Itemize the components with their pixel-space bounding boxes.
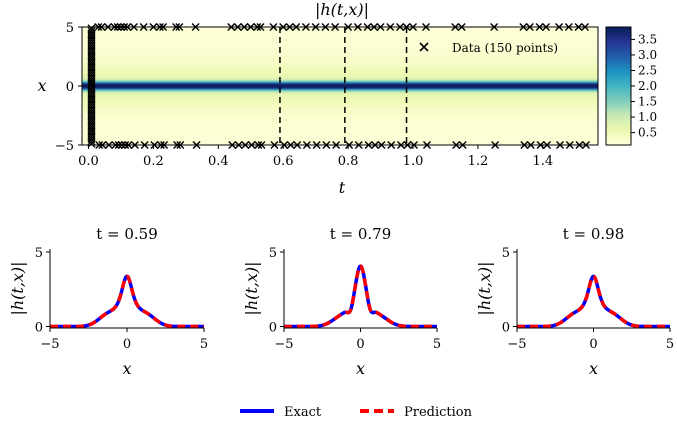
- x-tick-label: 5: [666, 337, 674, 352]
- y-tick-label: 0: [66, 80, 74, 95]
- y-tick-label: 5: [35, 246, 43, 261]
- slice-y-label: |h(t,x)|: [242, 261, 261, 315]
- heatmap-x-ticks: 0.0 0.2 0.4 0.6 0.8 1.0 1.2 1.4: [78, 145, 553, 169]
- colorbar-tick-label: 1.0: [638, 110, 657, 124]
- heatmap-x-label: t: [339, 178, 346, 197]
- colorbar-tick-label: 1.5: [638, 95, 657, 109]
- slice-plot-title: t = 0.59: [96, 225, 158, 243]
- prediction-curve: [284, 264, 437, 329]
- colorbar-tick-label: 2.0: [638, 79, 657, 93]
- slice-plot-title: t = 0.98: [563, 225, 625, 243]
- exact-curve: [50, 274, 204, 329]
- data-point: [87, 24, 96, 33]
- x-tick-label: −5: [507, 337, 526, 352]
- y-tick-label: 5: [269, 246, 277, 261]
- exact-curve: [284, 264, 437, 329]
- y-tick-label: 0: [269, 321, 277, 336]
- x-tick-label: 1.0: [403, 154, 424, 169]
- slice-y-label: |h(t,x)|: [8, 261, 27, 315]
- prediction-curve: [517, 274, 670, 329]
- legend-prediction-label: Prediction: [404, 405, 473, 420]
- x-tick-label: 0: [356, 337, 364, 352]
- x-tick-label: 0.4: [208, 154, 229, 169]
- colorbar-gradient: [605, 26, 632, 146]
- y-tick-label: 5: [66, 21, 74, 36]
- x-tick-label: 0.6: [273, 154, 294, 169]
- slice-x-label: x: [356, 359, 365, 378]
- colorbar-tick-label: 3.0: [638, 48, 657, 62]
- heatmap-y-ticks: 5 0 −5: [55, 21, 82, 154]
- heatmap-panel: |h(t,x)| 0.0 0.2 0.4 0.6 0.8 1.0 1.2 1.4 5 0 −5 t…: [37, 0, 599, 197]
- x-tick-label: 1.2: [468, 154, 489, 169]
- colorbar-tick-label: 3.5: [638, 32, 657, 46]
- x-tick-label: 1.4: [532, 154, 553, 169]
- x-tick-label: −5: [274, 337, 293, 352]
- slice-x-label: x: [122, 359, 131, 378]
- slice-x-label: x: [589, 359, 598, 378]
- x-tick-label: −5: [40, 337, 59, 352]
- slice-y-label: |h(t,x)|: [475, 261, 494, 315]
- colorbar: 0.5 1.01.5 2.0 2.53.0 3.5: [605, 26, 657, 146]
- heatmap-y-label: x: [37, 76, 46, 95]
- y-tick-label: 0: [502, 321, 510, 336]
- slice-plot-title: t = 0.79: [330, 225, 392, 243]
- x-tick-label: 0.0: [78, 154, 99, 169]
- prediction-curve: [50, 274, 204, 329]
- x-tick-label: 0.2: [143, 154, 164, 169]
- data-legend-marker: [419, 42, 429, 52]
- bottom-legend: Exact Prediction: [240, 405, 473, 420]
- data-legend: Data (150 points): [419, 41, 558, 55]
- legend-exact-label: Exact: [284, 405, 322, 420]
- colorbar-tick-label: 2.5: [638, 63, 657, 77]
- heatmap-title: |h(t,x)|: [315, 0, 369, 19]
- colorbar-tick-label: 0.5: [638, 126, 657, 140]
- x-tick-label: 5: [200, 337, 208, 352]
- y-tick-label: −5: [55, 139, 74, 154]
- data-legend-label: Data (150 points): [452, 41, 558, 55]
- x-tick-label: 0: [589, 337, 597, 352]
- data-point: [87, 26, 96, 35]
- y-tick-label: 5: [502, 246, 510, 261]
- x-tick-label: 0: [123, 337, 131, 352]
- heatmap-area: [82, 27, 598, 145]
- y-tick-label: 0: [35, 321, 43, 336]
- colorbar-ticks: 0.5 1.01.5 2.0 2.53.0 3.5: [631, 32, 657, 140]
- x-tick-label: 0.8: [338, 154, 359, 169]
- exact-curve: [517, 274, 670, 329]
- x-tick-label: 5: [433, 337, 441, 352]
